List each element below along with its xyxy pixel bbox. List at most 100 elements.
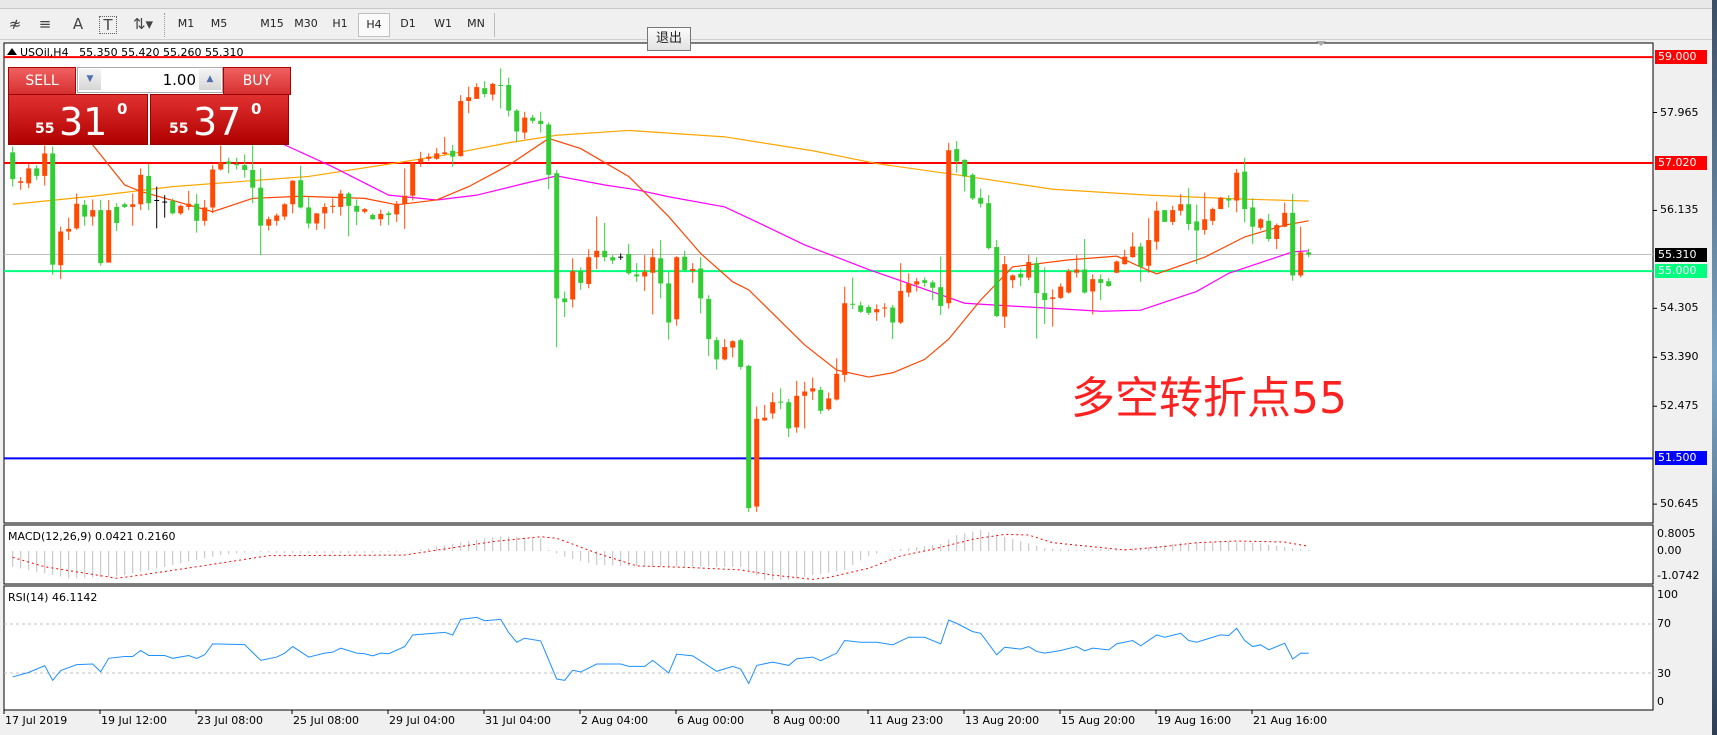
candle-body — [26, 168, 32, 184]
candle-body — [1298, 252, 1304, 276]
candle-body — [938, 287, 944, 306]
candle-body — [402, 195, 408, 204]
candle-body — [1178, 204, 1184, 211]
candle-body — [906, 283, 912, 293]
timeframe-m30[interactable]: M30 — [294, 17, 318, 30]
candle-body — [10, 152, 16, 180]
candle-body — [50, 153, 56, 265]
candle-body — [714, 340, 720, 360]
timeframe-w1[interactable]: W1 — [434, 17, 452, 30]
candle-body — [514, 110, 520, 132]
candle-body — [426, 156, 432, 159]
candle-body — [562, 298, 568, 303]
timeframe-m5[interactable]: M5 — [210, 17, 228, 30]
arrows-menu-icon[interactable]: ⇅▾ — [132, 15, 154, 33]
candle-body — [834, 373, 840, 400]
level-price-badge: 57.020 — [1655, 156, 1707, 171]
candle-body — [1106, 281, 1112, 287]
fibonacci-expansion-icon[interactable]: ≉ — [8, 15, 22, 33]
bid-price-badge: 55.310 — [1655, 247, 1707, 262]
candle-body — [1130, 246, 1136, 258]
buy-price-box[interactable]: 55 37 0 — [150, 94, 289, 145]
candle-body — [1218, 197, 1224, 210]
candle-body — [602, 250, 608, 258]
price-axis-label: 56.135 — [1660, 203, 1699, 217]
candle-body — [66, 228, 72, 232]
fibonacci-fan-icon[interactable]: ≡ — [38, 15, 52, 33]
candle-body — [290, 180, 296, 205]
lot-size-value[interactable]: 1.00 — [162, 71, 196, 89]
lot-decrease-icon[interactable]: ▼ — [79, 69, 101, 90]
lot-increase-icon[interactable]: ▲ — [199, 69, 221, 90]
candle-body — [154, 199, 160, 201]
time-axis-label: 13 Aug 20:00 — [965, 714, 1040, 727]
candle-body — [802, 391, 808, 396]
candle-body — [754, 418, 760, 507]
text-box-icon[interactable]: T — [99, 16, 117, 34]
sell-price-box[interactable]: 55 31 0 — [8, 94, 148, 145]
candle-body — [130, 204, 136, 207]
timeframe-h4[interactable]: H4 — [358, 13, 390, 37]
candle-body — [346, 193, 352, 206]
timeframe-h1[interactable]: H1 — [332, 17, 348, 30]
candle-body — [1202, 219, 1208, 230]
sell-button[interactable]: SELL — [8, 67, 76, 95]
candle-body — [914, 281, 920, 285]
candle-body — [482, 88, 488, 95]
candle-body — [1026, 262, 1032, 278]
rsi-axis-label: 30 — [1657, 667, 1671, 680]
candle-body — [922, 280, 928, 283]
buy-price-main: 37 — [193, 100, 242, 144]
candle-body — [962, 159, 968, 177]
candle-body — [1274, 225, 1280, 240]
candle-body — [1306, 252, 1312, 255]
rsi-axis-label: 70 — [1657, 617, 1671, 630]
rsi-line — [12, 616, 1309, 685]
candle-body — [178, 205, 184, 214]
candle-body — [882, 307, 888, 309]
candle-body — [170, 201, 176, 214]
candle-body — [1090, 279, 1096, 292]
timeframe-m1[interactable]: M1 — [177, 17, 195, 30]
lot-size-input[interactable]: ▼ 1.00 ▲ — [77, 67, 223, 93]
candle-body — [138, 174, 144, 205]
candle-body — [546, 124, 552, 175]
candle-body — [226, 161, 232, 165]
timeframe-d1[interactable]: D1 — [400, 17, 416, 30]
exit-button[interactable]: 退出 — [647, 27, 691, 51]
rsi-axis-label: 0 — [1657, 695, 1664, 708]
candle-body — [330, 205, 336, 207]
timeframe-mn[interactable]: MN — [467, 17, 485, 30]
price-axis-label: 54.305 — [1660, 301, 1699, 315]
time-axis-label: 6 Aug 00:00 — [677, 714, 745, 727]
candle-body — [1242, 171, 1248, 210]
candle-body — [1122, 256, 1128, 265]
text-label-icon[interactable]: A — [72, 15, 84, 33]
time-axis-label: 31 Jul 04:00 — [485, 714, 551, 727]
candle-body — [818, 389, 824, 411]
candle-body — [1154, 210, 1160, 242]
level-price-badge: 55.000 — [1655, 264, 1707, 279]
buy-button[interactable]: BUY — [223, 67, 291, 95]
candle-body — [978, 197, 984, 204]
one-click-trading-panel: SELL ▼ 1.00 ▲ BUY 55 31 0 55 37 0 — [8, 67, 291, 145]
price-axis-label: 57.965 — [1660, 105, 1699, 119]
candle-body — [434, 153, 440, 159]
time-axis-label: 8 Aug 00:00 — [773, 714, 841, 727]
candle-body — [794, 395, 800, 428]
candle-body — [98, 210, 104, 264]
candle-body — [218, 162, 224, 170]
macd-axis-label: 0.00 — [1657, 544, 1682, 557]
candle-body — [634, 274, 640, 277]
candle-body — [738, 340, 744, 367]
candle-body — [666, 283, 672, 323]
candle-body — [690, 268, 696, 272]
candle-body — [1138, 246, 1144, 267]
candle-body — [122, 204, 128, 207]
candle-body — [242, 165, 248, 171]
candle-body — [266, 219, 272, 226]
candle-body — [322, 206, 328, 214]
timeframe-m15[interactable]: M15 — [260, 17, 284, 30]
price-axis-label: 50.645 — [1660, 497, 1699, 511]
candle-body — [522, 117, 528, 133]
